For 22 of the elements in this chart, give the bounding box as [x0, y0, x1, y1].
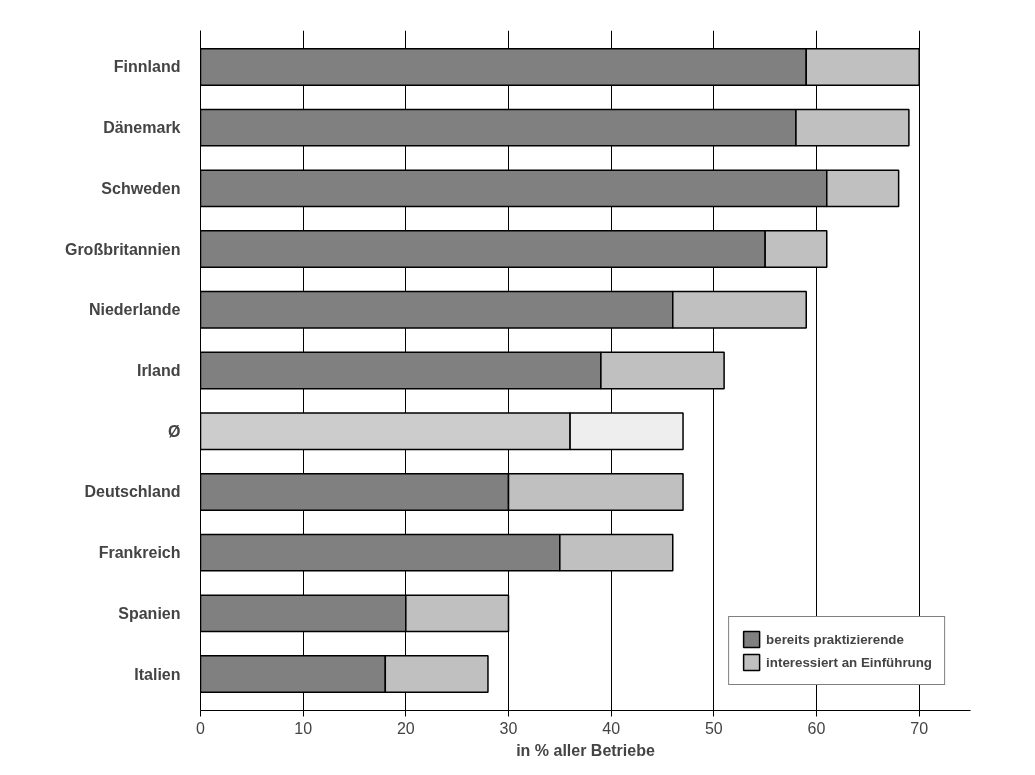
y-tick-label: Schweden — [101, 179, 181, 197]
x-tick-label: 10 — [294, 719, 313, 737]
x-tick-label: 70 — [910, 719, 929, 737]
x-tick-label: 50 — [704, 719, 723, 737]
x-tick-label: 20 — [396, 719, 415, 737]
y-tick-label: Finnland — [113, 58, 181, 76]
y-tick-label: Niederlande — [88, 301, 181, 319]
x-tick-label: 40 — [602, 719, 621, 737]
y-tick-label: Spanien — [118, 604, 181, 622]
legend-label: interessiert an Einführung — [766, 654, 932, 670]
y-tick-label: Deutschland — [84, 483, 181, 501]
y-tick-label: Dänemark — [103, 119, 181, 137]
x-tick-label: 60 — [807, 719, 826, 737]
legend-label: bereits praktizierende — [766, 631, 904, 647]
x-tick-label: 30 — [499, 719, 518, 737]
x-axis-title: in % aller Betriebe — [516, 741, 655, 759]
y-tick-label: Irland — [136, 362, 181, 379]
x-tick-label: 0 — [196, 719, 206, 737]
y-tick-label: Italien — [134, 665, 181, 683]
y-tick-label: Frankreich — [98, 544, 181, 562]
y-tick-label: Großbritannien — [64, 240, 181, 258]
y-tick-label: Ø — [168, 422, 181, 440]
